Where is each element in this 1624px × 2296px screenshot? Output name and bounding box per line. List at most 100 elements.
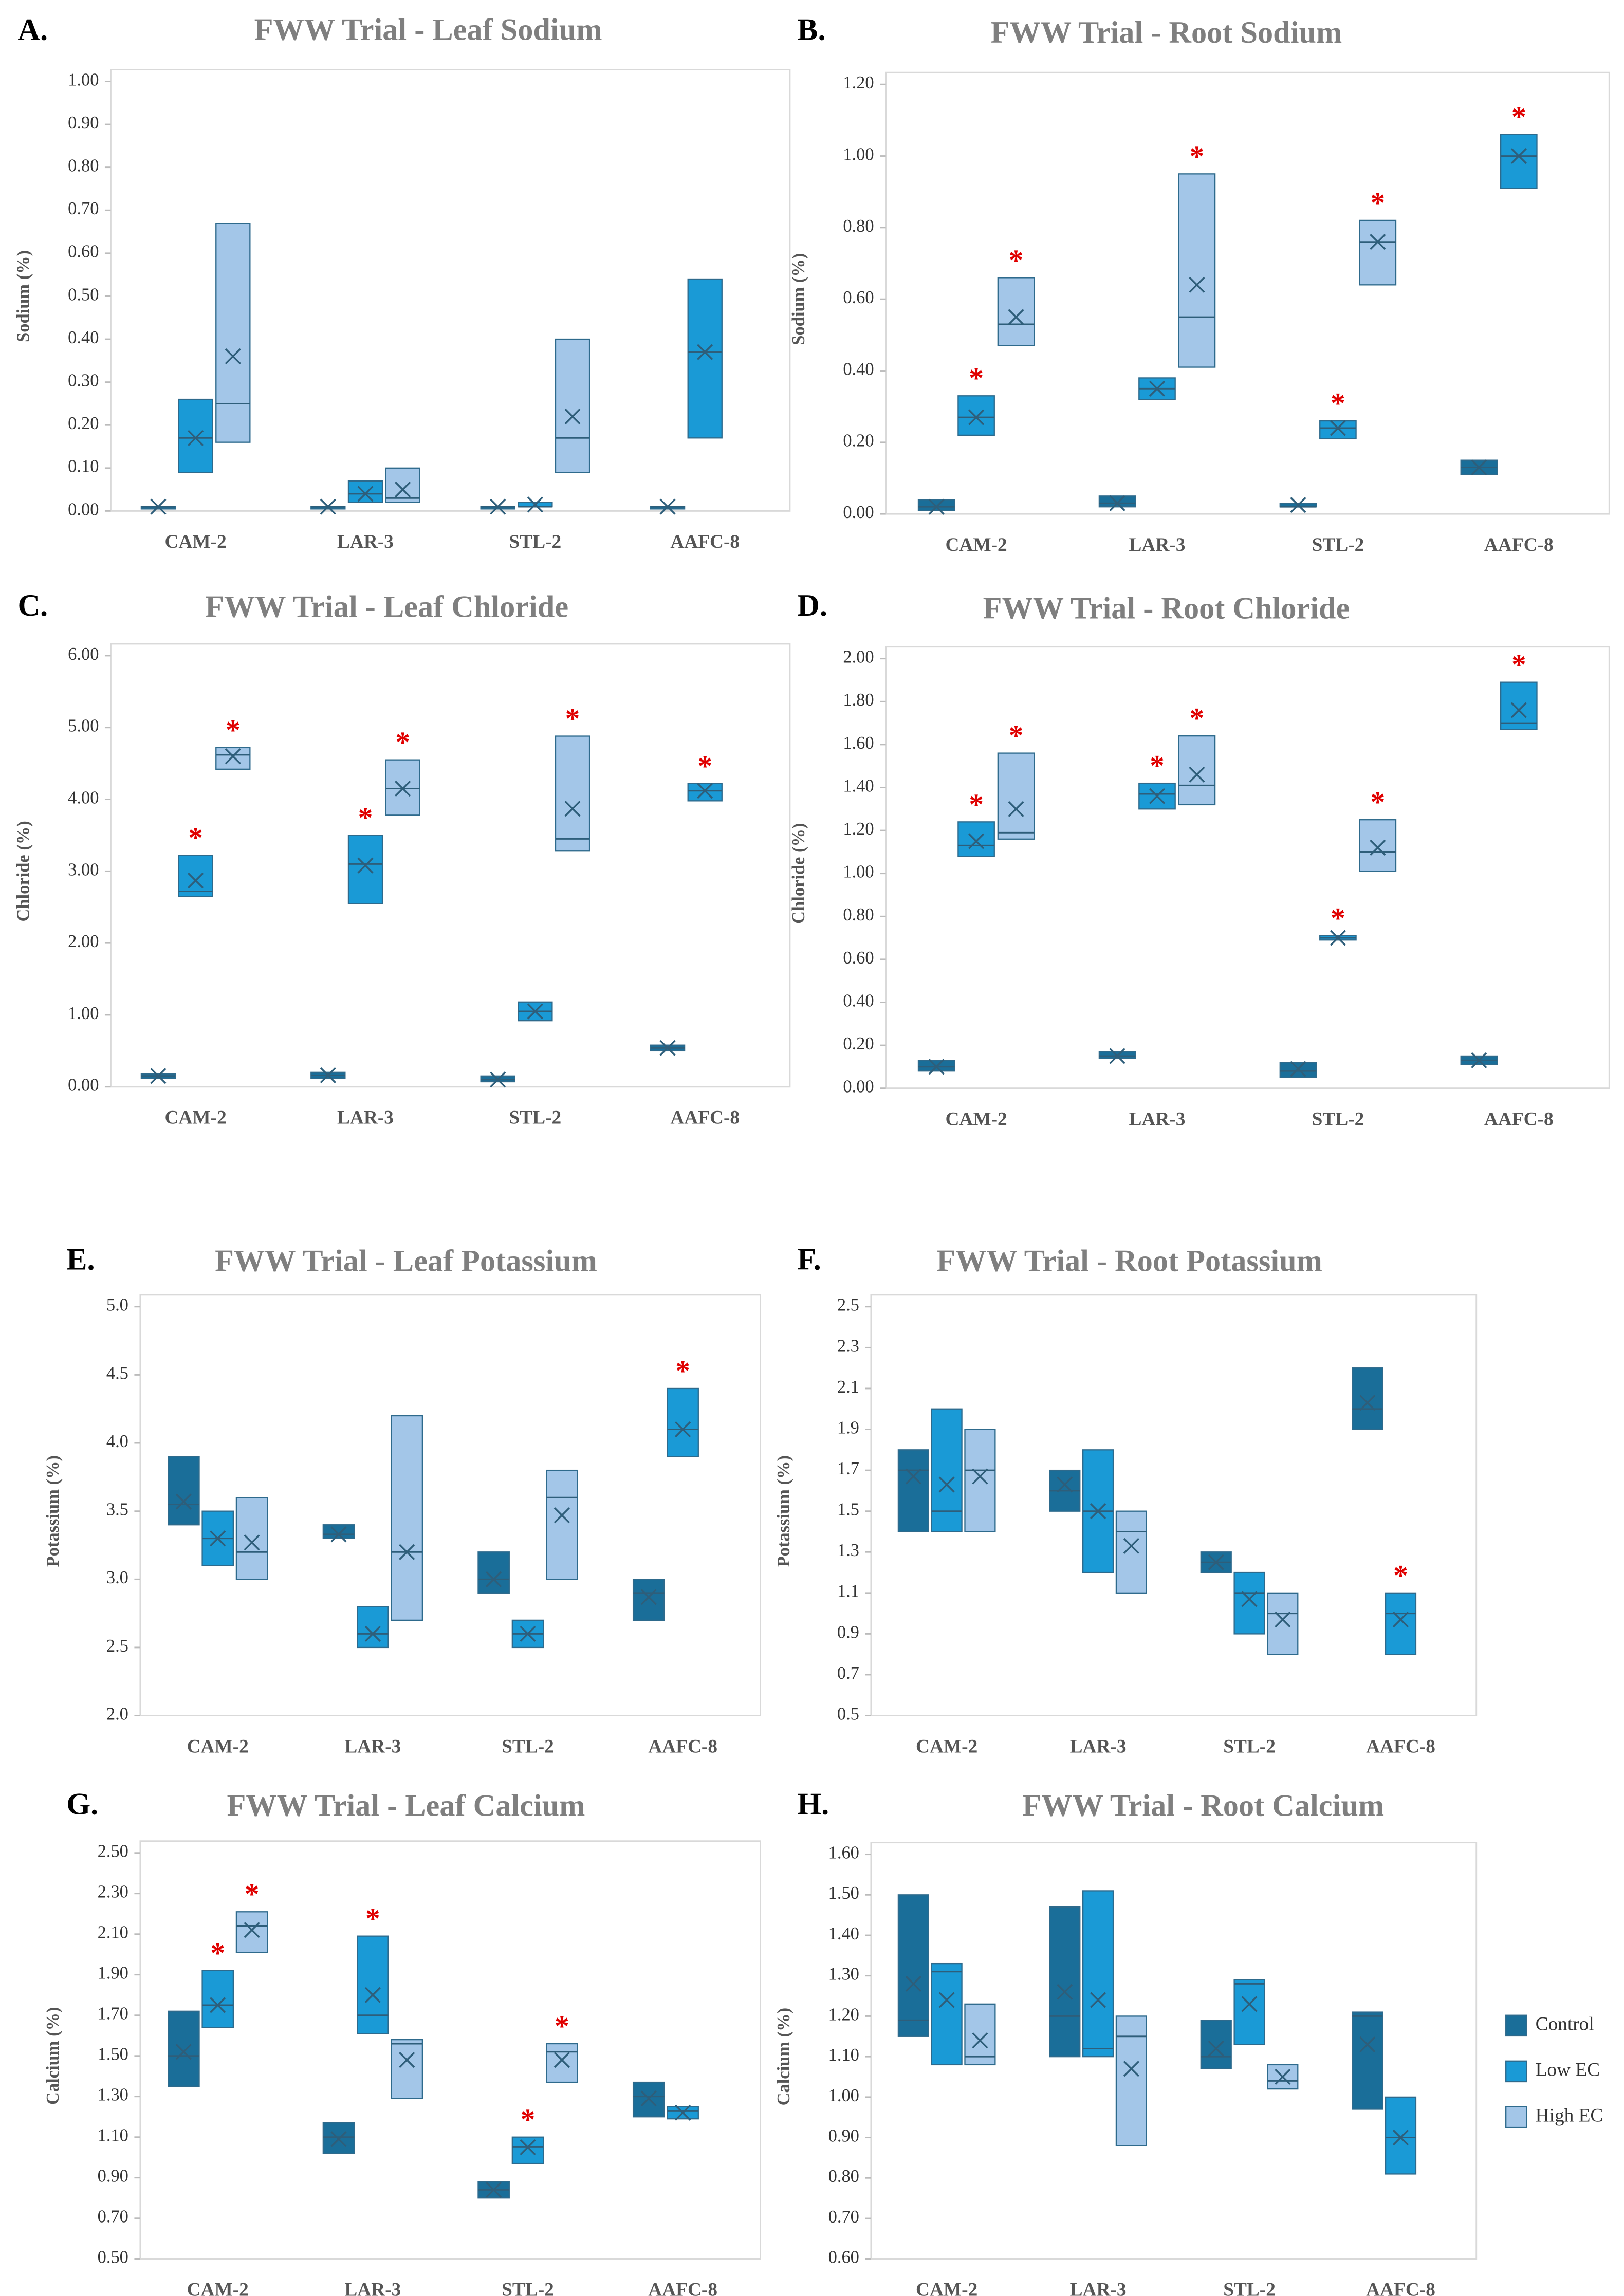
mean-marker [486,1571,502,1587]
mean-marker [1189,766,1205,783]
box [178,398,213,473]
significance-marker: * [697,750,712,782]
plot-frame [139,1294,761,1716]
y-tick-label: 5.0 [106,1295,128,1315]
mean-marker [320,498,336,515]
box [546,2043,578,2083]
y-tick-label: 1.40 [843,776,874,795]
y-tick-label: 1.00 [68,70,99,89]
mean-marker [697,783,713,799]
mean-marker [1471,1052,1487,1068]
y-tick-label: 0.70 [828,2207,859,2227]
box [235,1497,268,1580]
significance-marker: * [1511,101,1526,133]
significance-marker: * [1331,902,1345,934]
significance-marker: * [365,1902,380,1935]
x-tick-label: AAFC-8 [1366,1736,1435,1757]
y-tick-label: 1.50 [828,1883,859,1903]
y-tick-label: 0.70 [68,199,99,218]
mean-marker [1123,2061,1139,2077]
panel-label: A. [17,12,48,47]
significance-marker: * [1190,140,1205,173]
significance-marker: * [1331,387,1345,419]
x-tick-label: LAR-3 [344,2279,401,2296]
mean-marker [659,1040,676,1056]
panel-label: G. [66,1787,98,1822]
x-tick-label: LAR-3 [337,531,394,552]
y-tick-label: 0.60 [68,242,99,262]
legend-label: High EC [1536,2105,1603,2126]
box [357,1935,389,2034]
y-tick-label: 1.3 [837,1541,859,1560]
significance-marker: * [395,726,410,758]
mean-marker [357,857,374,874]
mean-marker [395,482,411,498]
x-tick-label: LAR-3 [1129,1108,1186,1130]
y-tick-label: 2.5 [837,1295,859,1315]
mean-marker [1149,380,1166,397]
significance-marker: * [675,1355,690,1387]
box [1200,2020,1232,2069]
significance-marker: * [1393,1559,1408,1591]
mean-marker [1008,801,1024,817]
x-tick-label: LAR-3 [1070,1736,1127,1757]
mean-marker [697,344,713,360]
y-tick-label: 2.50 [98,1842,128,1861]
box [1319,420,1357,440]
y-tick-label: 0.7 [837,1663,859,1683]
box [511,2136,544,2164]
box [917,499,955,511]
y-tick-label: 1.20 [843,73,874,92]
mean-marker [527,1003,543,1020]
mean-marker [175,2044,192,2060]
x-tick-label: STL-2 [1223,2279,1276,2296]
mean-marker [520,2139,536,2156]
box [667,1387,699,1457]
box [1082,1890,1114,2058]
y-tick-label: 6.00 [68,644,99,664]
mean-marker [1109,495,1125,511]
significance-marker: * [1190,702,1205,735]
y-tick-label: 0.20 [843,431,874,451]
y-tick-label: 1.7 [837,1459,859,1478]
chart-title: FWW Trial - Root Chloride [983,591,1350,626]
mean-marker [968,833,985,849]
chart-title: FWW Trial - Root Potassium [936,1244,1322,1278]
y-tick-label: 0.20 [68,414,99,433]
box [546,1469,578,1580]
y-tick-label: 1.40 [828,1924,859,1943]
mean-marker [1370,234,1386,250]
x-tick-label: STL-2 [502,1736,554,1757]
significance-marker: * [1370,786,1385,819]
x-tick-label: AAFC-8 [648,2279,717,2296]
y-tick-label: 0.90 [98,2167,128,2186]
box [1233,1979,1265,2045]
mean-marker [1359,2036,1376,2053]
box [1352,2011,1383,2110]
y-tick-label: 1.1 [837,1582,859,1601]
box [964,1429,996,1532]
mean-marker [1057,1476,1073,1493]
mean-marker [640,1589,657,1605]
box [215,747,251,770]
significance-marker: * [210,1937,225,1969]
y-axis-title: Calcium (%) [43,2007,63,2105]
box [687,783,723,802]
box [1385,1592,1417,1655]
significance-marker: * [555,2010,569,2042]
y-tick-label: 0.60 [843,948,874,968]
mean-marker [1208,2040,1224,2057]
x-tick-label: LAR-3 [344,1736,401,1757]
box [997,277,1035,346]
legend-label: Low EC [1536,2059,1600,2080]
mean-marker [675,1421,691,1438]
y-tick-label: 1.60 [828,1843,859,1863]
y-tick-label: 0.80 [843,216,874,236]
box [178,855,213,897]
box [201,1970,234,2028]
y-tick-label: 2.00 [843,647,874,667]
y-tick-label: 0.50 [98,2248,128,2267]
significance-marker: * [358,802,373,834]
significance-marker: * [1009,719,1024,752]
mean-marker [928,1059,945,1075]
